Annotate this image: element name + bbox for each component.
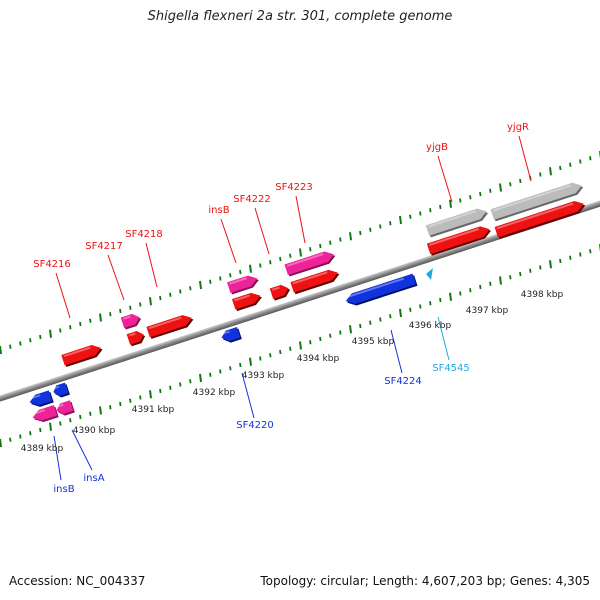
scale-tick-label: 4396 kbp (409, 321, 452, 331)
forward-gene-leader-line (437, 155, 453, 203)
gene-glyph-sf4224[interactable] (344, 273, 418, 308)
reverse-gene-leader-line (241, 372, 255, 419)
scale-tracks (0, 151, 600, 448)
scale-tick-label: 4395 kbp (352, 337, 395, 347)
gene-glyph-sf4217-part[interactable] (120, 312, 143, 330)
gene-glyph-sf4220[interactable] (220, 326, 242, 345)
reverse-gene-label-insa[interactable]: insA (83, 473, 104, 484)
lower-tick-track (0, 244, 600, 448)
forward-gene-label-sf4217[interactable]: SF4217 (85, 241, 123, 252)
gene-glyph-insb-fwd[interactable] (227, 273, 260, 295)
forward-gene-leader-line (295, 195, 306, 244)
gene-glyph-sf4545[interactable] (426, 268, 433, 280)
scale-tick-label: 4391 kbp (132, 405, 175, 415)
gene-glyph-insa-rev[interactable] (52, 382, 70, 399)
forward-gene-label-yjgr[interactable]: yjgR (507, 122, 529, 133)
gene-glyph-sf4217[interactable] (126, 329, 147, 347)
forward-gene-label-sf4218[interactable]: SF4218 (125, 229, 163, 240)
scale-tick-label: 4394 kbp (297, 354, 340, 364)
scale-tick-label: 4393 kbp (242, 371, 285, 381)
scale-tick-label: 4389 kbp (21, 444, 64, 454)
forward-gene-leader-line (107, 254, 125, 301)
forward-gene-leader-line (220, 218, 237, 264)
gene-glyph-yjgb-pseudo[interactable] (425, 206, 490, 238)
forward-gene-label-sf4223[interactable]: SF4223 (275, 182, 313, 193)
reverse-gene-label-insb[interactable]: insB (53, 484, 74, 495)
gene-glyph-yjgr-pseudo[interactable] (490, 180, 585, 222)
genome-summary: Topology: circular; Length: 4,607,203 bp… (260, 574, 590, 588)
forward-gene-label-yjgb[interactable]: yjgB (426, 142, 448, 153)
forward-gene-leader-line (55, 272, 71, 319)
reverse-gene-label-sf4224[interactable]: SF4224 (384, 376, 422, 387)
gene-glyph-insb-rev-mobile[interactable] (31, 405, 59, 425)
forward-gene-leader-line (254, 207, 270, 255)
scale-tick-label: 4392 kbp (193, 388, 236, 398)
gene-glyph-yjgb[interactable] (426, 224, 493, 256)
map-title: Shigella flexneri 2a str. 301, complete … (147, 9, 453, 24)
accession-label: Accession: NC_004337 (9, 574, 146, 588)
gene-glyph-sf4216[interactable] (61, 342, 104, 368)
reverse-gene-label-sf4545[interactable]: SF4545 (432, 363, 470, 374)
forward-gene-label-sf4222[interactable]: SF4222 (233, 194, 271, 205)
reverse-gene-label-sf4220[interactable]: SF4220 (236, 420, 274, 431)
forward-gene-leader-line (518, 135, 532, 182)
scale-tick-label: 4397 kbp (466, 306, 509, 316)
gene-glyph-yjgr[interactable] (494, 198, 587, 240)
forward-gene-label-insb[interactable]: insB (208, 205, 229, 216)
gene-glyph-sf4222[interactable] (269, 283, 292, 301)
forward-gene-label-sf4216[interactable]: SF4216 (33, 259, 71, 270)
upper-tick-track (0, 151, 600, 355)
scale-tick-label: 4390 kbp (73, 426, 116, 436)
gene-glyph-sf4218[interactable] (146, 312, 195, 339)
reverse-gene-leader-line (390, 329, 403, 374)
gene-glyph-insb-rev[interactable] (28, 390, 54, 409)
scale-tick-label: 4398 kbp (521, 290, 564, 300)
reverse-gene-leader-line (71, 429, 93, 471)
reverse-gene-leader-line (53, 435, 62, 481)
gene-glyph-insa-rev-mobile[interactable] (55, 400, 75, 418)
reverse-gene-leader-line (437, 316, 450, 361)
forward-gene-leader-line (145, 242, 158, 288)
gene-glyph-sf4221[interactable] (231, 290, 264, 312)
gene-glyph-sf4223[interactable] (290, 267, 341, 295)
gene-glyph-sf4223-mobile[interactable] (284, 249, 338, 277)
